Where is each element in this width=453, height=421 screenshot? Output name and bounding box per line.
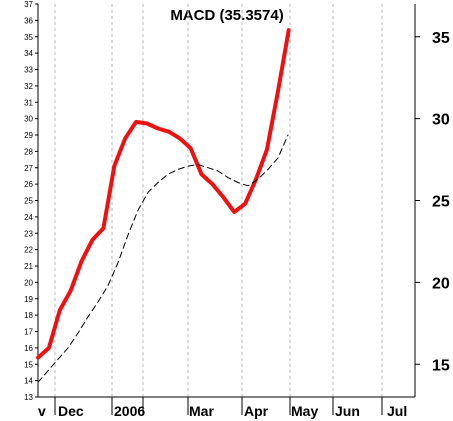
left-tick-label: 17: [24, 328, 33, 337]
left-tick-label: 21: [24, 262, 33, 271]
right-axis-ticks: 15 20 25 30 35: [415, 30, 450, 374]
chart-title: MACD (35.3574): [170, 7, 283, 24]
left-tick-label: 33: [24, 66, 33, 75]
left-tick-label: 28: [24, 147, 33, 156]
left-tick-label: 35: [24, 33, 33, 42]
x-tick-label: Jul: [387, 403, 407, 419]
left-axis-ticks: 13 14 15 16 17 18 19 20 21 22 23 24 25 26 27 28 29 30 31 32…: [24, 0, 38, 402]
x-tick-label: v: [38, 403, 46, 419]
left-tick-label: 27: [24, 164, 33, 173]
left-tick-label: 19: [24, 295, 33, 304]
x-tick-label: Mar: [189, 403, 214, 419]
x-axis-ticks: v Dec 2006 Mar Apr May Jun Jul: [38, 397, 407, 419]
macd-line: [36, 28, 291, 360]
x-tick-label: Dec: [58, 403, 84, 419]
left-tick-label: 29: [24, 131, 33, 140]
left-tick-label: 26: [24, 180, 33, 189]
left-tick-label: 16: [24, 344, 33, 353]
x-tick-label: May: [291, 403, 318, 419]
left-tick-label: 37: [24, 0, 33, 9]
left-tick-label: 18: [24, 311, 33, 320]
x-tick-label: Apr: [244, 403, 269, 419]
left-tick-label: 32: [24, 82, 33, 91]
left-tick-label: 22: [24, 246, 33, 255]
signal-line: [37, 134, 289, 383]
right-tick-label: 30: [432, 112, 450, 129]
left-tick-label: 14: [24, 377, 33, 386]
left-tick-label: 13: [24, 393, 33, 402]
right-tick-label: 20: [432, 275, 450, 292]
left-tick-label: 25: [24, 197, 33, 206]
left-tick-label: 30: [24, 115, 33, 124]
left-tick-label: 34: [24, 49, 33, 58]
left-tick-label: 23: [24, 229, 33, 238]
x-tick-label: 2006: [114, 403, 145, 419]
right-tick-label: 15: [432, 357, 450, 374]
left-tick-label: 24: [24, 213, 33, 222]
left-tick-label: 15: [24, 360, 33, 369]
right-tick-label: 25: [432, 194, 450, 211]
right-tick-label: 35: [432, 30, 450, 47]
left-tick-label: 36: [24, 16, 33, 25]
grid-lines: [54, 4, 383, 397]
left-tick-label: 31: [24, 98, 33, 107]
series-lines: [36, 28, 291, 383]
x-tick-label: Jun: [335, 403, 360, 419]
left-tick-label: 20: [24, 278, 33, 287]
